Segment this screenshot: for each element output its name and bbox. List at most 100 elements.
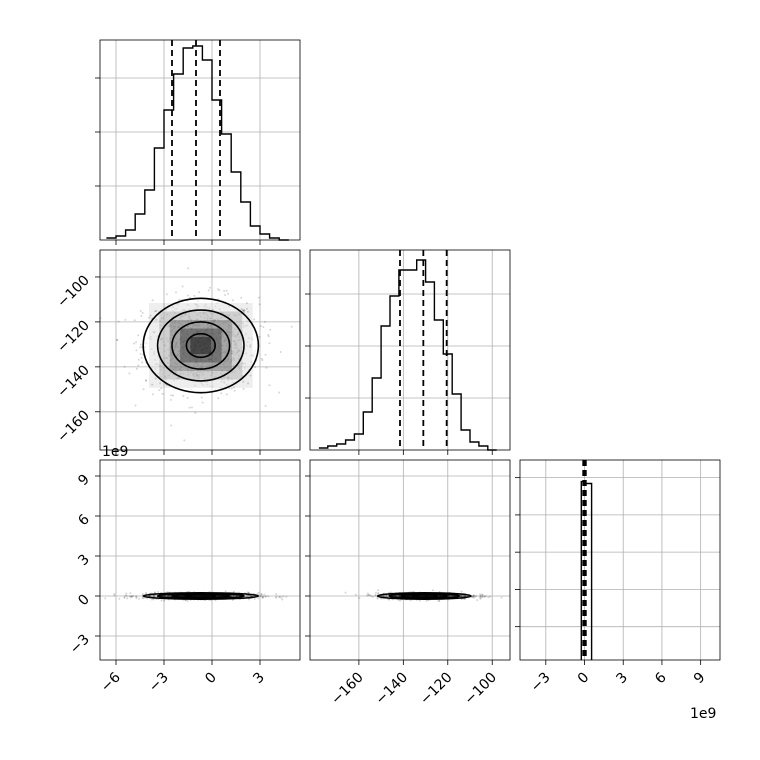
density-block [190,595,212,598]
scatter-point [398,594,401,597]
scatter-point [261,359,264,362]
contour-line [171,321,231,370]
scatter-point [248,594,251,597]
scatter-point [137,334,140,337]
scatter-point [261,596,264,599]
scatter-point [472,596,475,599]
scatter-point [424,595,427,597]
scatter-point [224,294,226,296]
scatter-point [372,595,375,598]
scatter-point [473,595,476,598]
y-tick-label: −100 [54,272,93,311]
scatter-point [227,292,230,295]
scatter-point [424,595,427,598]
scatter-point [257,591,260,594]
scatter-point [243,311,245,314]
scatter-point [279,351,282,353]
scatter-point [264,404,267,407]
scatter-point [261,595,264,598]
x-tick-label: 9 [691,670,709,688]
scatter-point [170,424,173,427]
scatter-point [104,597,107,600]
scatter-point [475,594,478,597]
scatter-point [263,320,266,323]
scatter-point [115,339,118,341]
scatter-point [168,595,171,598]
scatter-point [480,593,483,596]
scatter-point [203,595,206,598]
scatter-point [198,595,201,598]
scatter-point [278,391,281,394]
scatter-point [144,379,147,382]
scatter-point [142,388,145,391]
scatter-point [134,404,137,407]
scatter-point [148,594,151,597]
scatter-point [425,599,428,602]
scatter-point [260,593,263,596]
x-tick-label: −140 [373,670,412,709]
scatter-point [139,352,142,355]
density-block [159,593,243,599]
scatter-point [471,594,474,597]
histogram-step-line [106,45,289,241]
scatter-point [152,595,155,598]
scatter-point [257,597,260,600]
scatter-point [366,592,369,595]
scatter-point [139,346,142,349]
scatter-point [500,596,503,599]
scatter-point [153,594,156,597]
histogram-step-line [318,259,497,451]
scatter-point [141,311,144,314]
scatter-point [253,597,256,600]
scatter-point [258,335,261,338]
scatter-point [198,291,201,294]
scatter-point [163,599,166,602]
scatter-point [225,289,228,292]
scatter-point [135,597,138,600]
scatter-point [262,595,265,598]
scatter-point [161,392,164,395]
scatter-point [398,599,401,602]
scatter-point [265,366,268,369]
scatter-point [264,595,267,598]
scatter-point [278,596,280,599]
scatter-point [280,596,283,599]
scatter-point [258,296,261,299]
scatter-point [462,594,465,597]
contour-line [156,309,245,382]
scatter-point [425,595,428,598]
scatter-point [374,593,377,596]
scatter-point [229,595,232,597]
grid-layer [100,40,720,660]
scatter-point [385,595,388,598]
scatter-point [377,589,380,592]
scatter-point [374,594,377,597]
scatter-point [471,596,474,598]
y-tick-label: 3 [75,552,93,570]
scatter-point [195,595,198,597]
scatter-point [152,594,155,597]
scatter-point [135,595,137,598]
scatter-point [461,594,464,597]
scatter-point [198,594,201,597]
scatter-point [154,377,157,380]
scatter-point [133,342,136,345]
x-tick-label: 3 [613,670,631,688]
x-tick-label: −3 [146,670,172,696]
scatter-point [113,594,116,597]
scatter-point [128,372,131,375]
scatter-point [423,594,426,597]
scatter-point [368,593,370,596]
scatter-point [274,596,277,599]
scatter-point [148,595,151,598]
scatter-point [224,590,227,593]
scatter-point [117,320,120,323]
scatter-point [141,597,144,600]
scatter-point [245,302,248,305]
scatter-point [460,594,463,597]
scatter-point [245,594,248,597]
scatter-point [253,318,256,321]
scatter-point [354,593,357,596]
scatter-point [188,406,191,409]
